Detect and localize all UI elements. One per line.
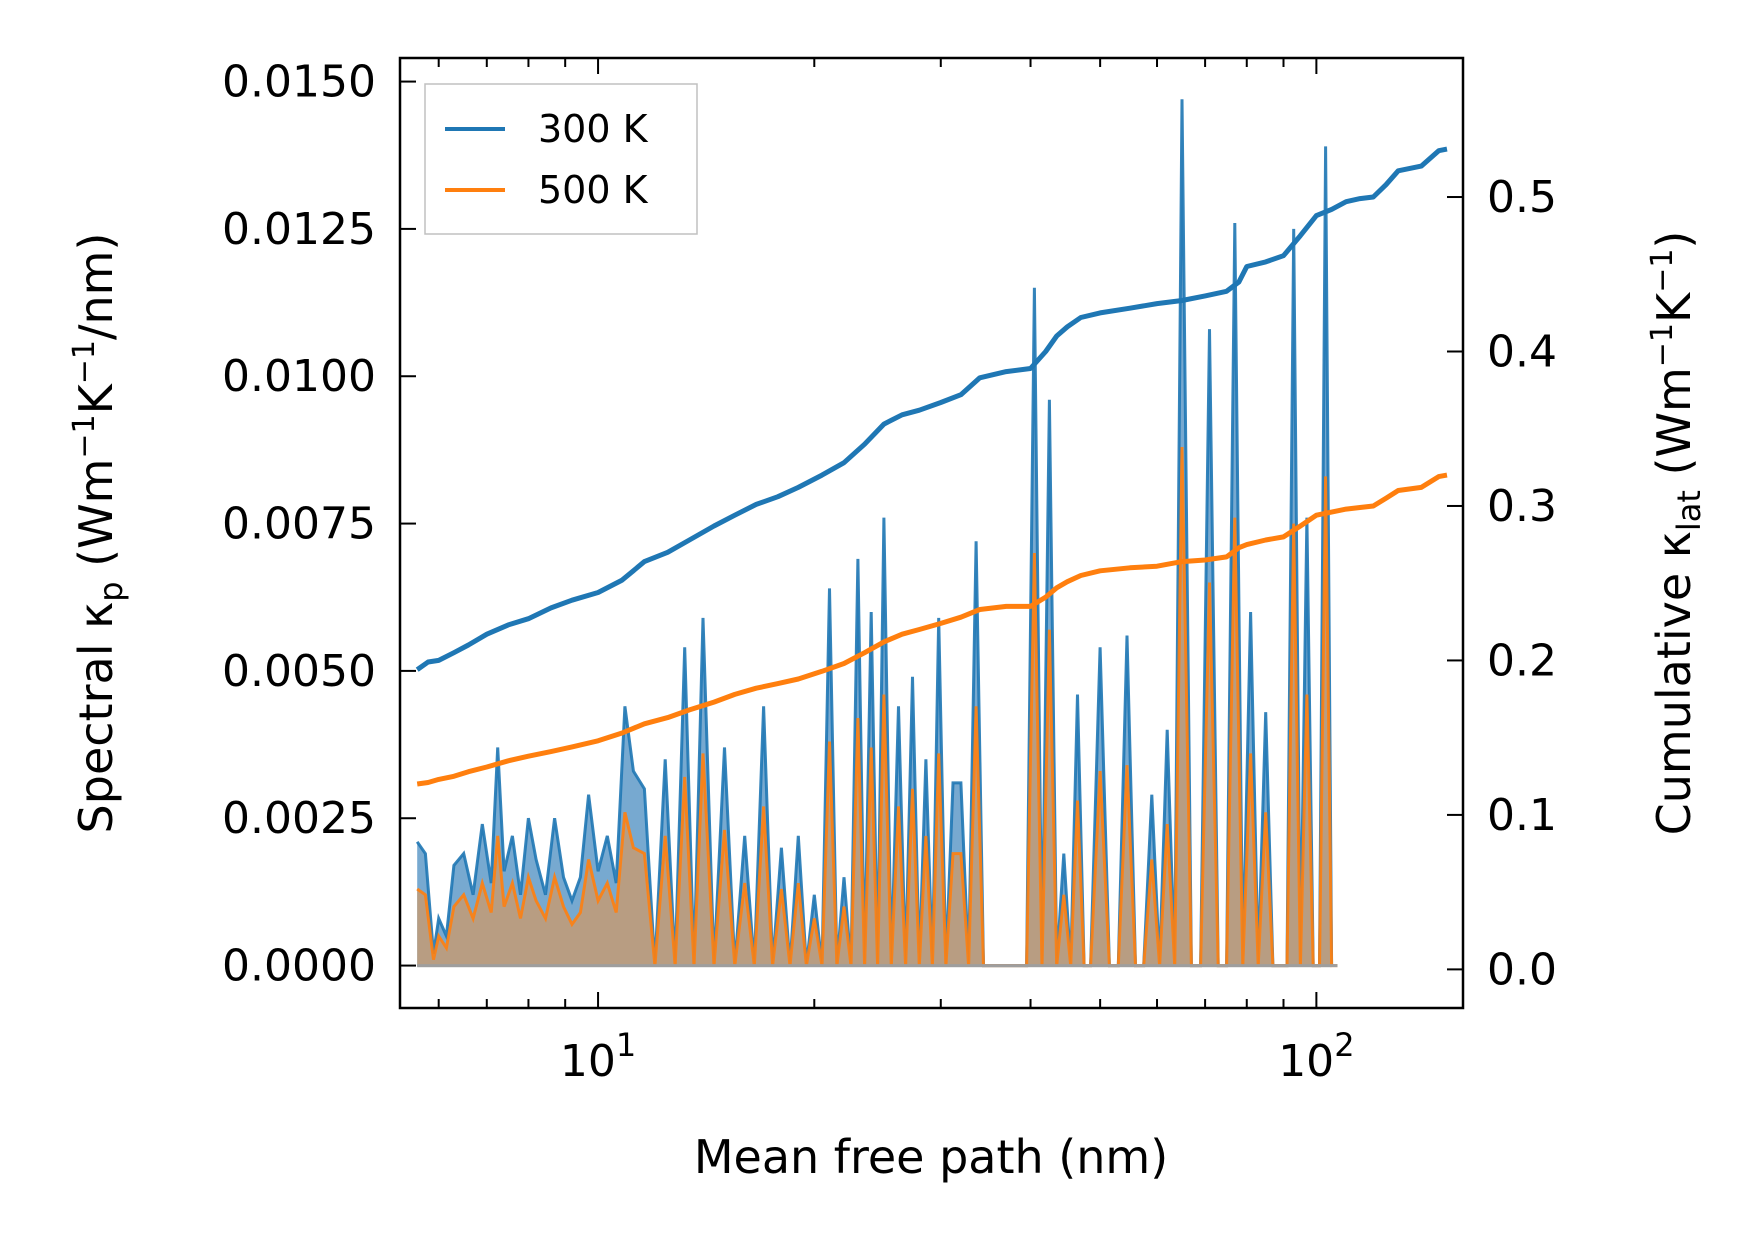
axis-ticks bbox=[400, 58, 1463, 1008]
spectral-fills bbox=[415, 99, 1338, 968]
left-axis-title: Spectral κp (Wm−1K−1/nm) bbox=[67, 233, 130, 834]
tick-labels: 0.00000.00250.00500.00750.01000.01250.01… bbox=[222, 57, 1557, 1087]
y-right-tick-label: 0.2 bbox=[1487, 635, 1557, 686]
y-left-tick-label: 0.0025 bbox=[222, 793, 376, 844]
y-left-tick-label: 0.0125 bbox=[222, 204, 376, 255]
y-left-tick-label: 0.0050 bbox=[222, 646, 376, 697]
cumulative-line-300k bbox=[415, 146, 1448, 672]
cumulative-lines bbox=[415, 146, 1448, 787]
right-axis-title: Cumulative κlat (Wm−1K−1) bbox=[1645, 231, 1708, 836]
legend-label-500k: 500 K bbox=[538, 168, 649, 212]
y-right-tick-label: 0.0 bbox=[1487, 944, 1557, 995]
x-tick-label: 102 bbox=[1278, 1026, 1354, 1087]
x-tick-label: 101 bbox=[560, 1026, 636, 1087]
plot-frame bbox=[398, 56, 1465, 1010]
y-left-tick-label: 0.0075 bbox=[222, 499, 376, 550]
y-left-tick-label: 0.0100 bbox=[222, 351, 376, 402]
legend: 300 K 500 K bbox=[424, 83, 698, 235]
y-left-tick-label: 0.0150 bbox=[222, 57, 376, 108]
y-right-tick-label: 0.5 bbox=[1487, 172, 1557, 223]
y-right-tick-label: 0.4 bbox=[1487, 326, 1557, 377]
cumulative-line-500k bbox=[416, 472, 1448, 787]
legend-box bbox=[424, 83, 698, 235]
y-left-tick-label: 0.0000 bbox=[222, 941, 376, 992]
x-axis-title: Mean free path (nm) bbox=[694, 1130, 1168, 1184]
y-right-tick-label: 0.1 bbox=[1487, 790, 1557, 841]
y-right-tick-label: 0.3 bbox=[1487, 481, 1557, 532]
legend-label-300k: 300 K bbox=[538, 107, 649, 151]
